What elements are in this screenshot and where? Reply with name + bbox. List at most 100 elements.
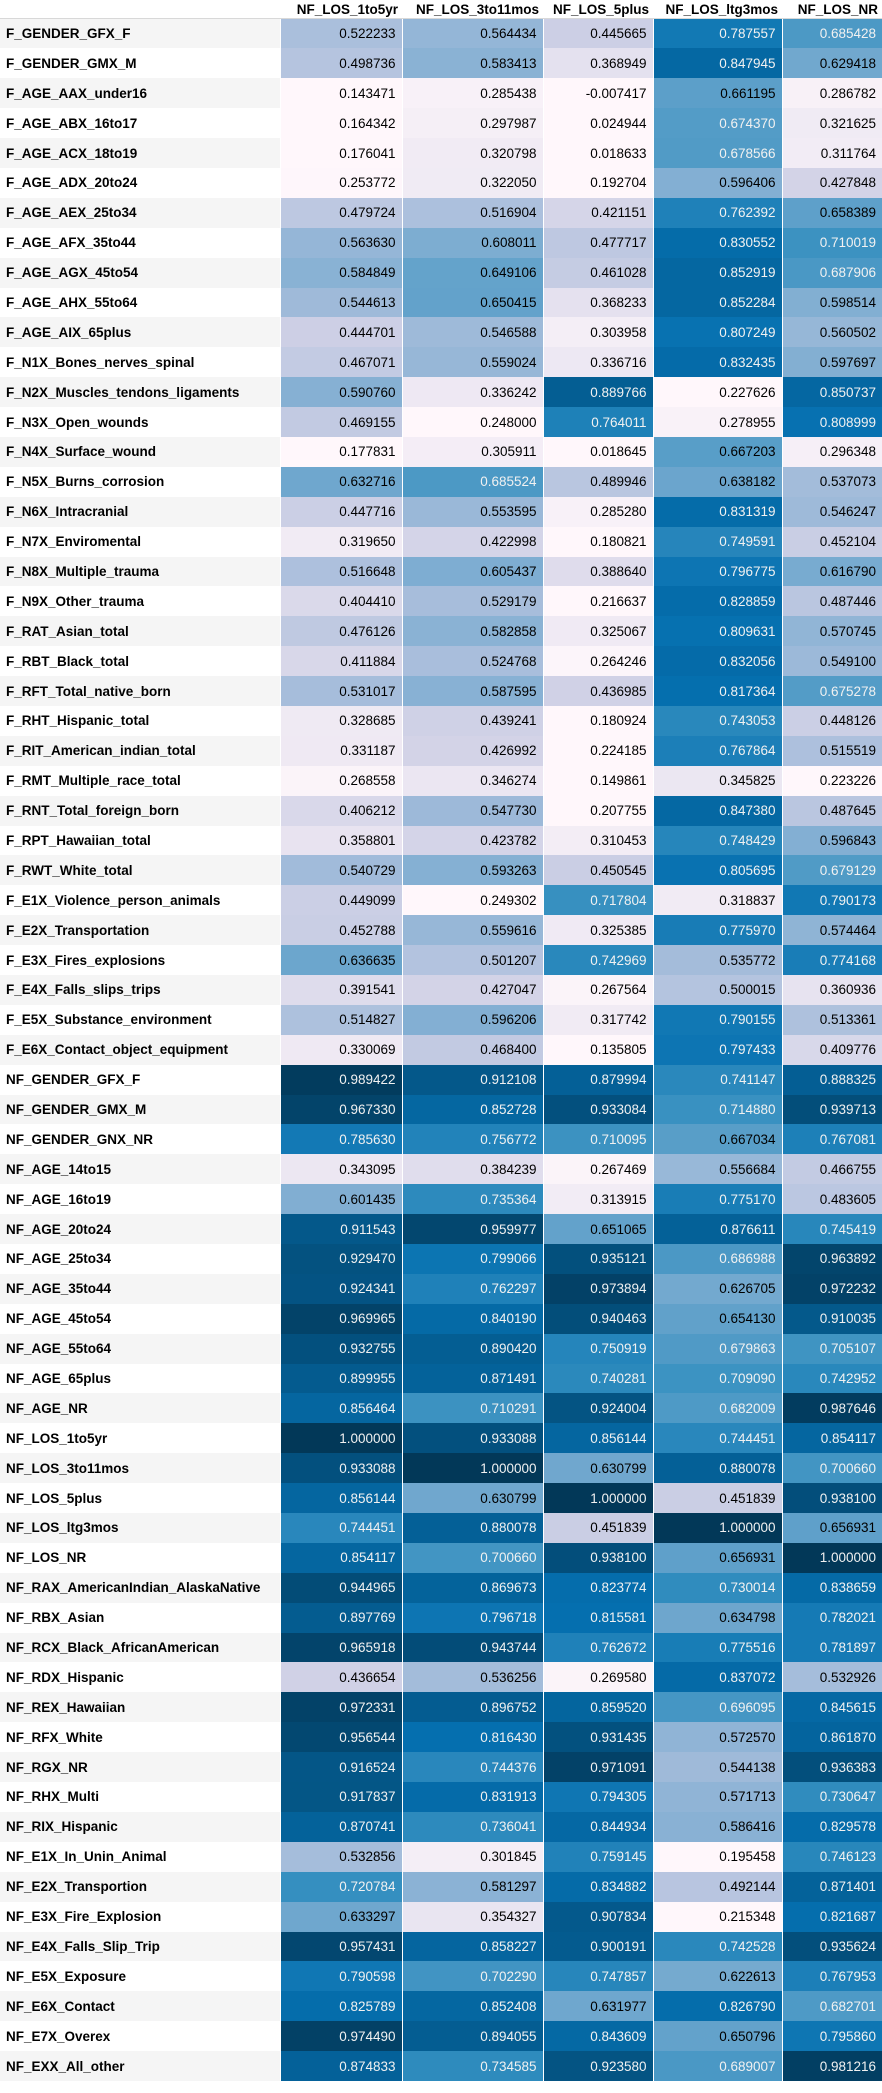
table-cell: 0.852919	[652, 257, 782, 288]
table-cell: 0.544613	[279, 287, 402, 318]
row-label: NF_AGE_16to19	[0, 1184, 280, 1215]
table-cell: 0.686988	[652, 1244, 782, 1274]
table-cell: 0.556684	[652, 1154, 782, 1185]
table-row: F_RHT_Hispanic_total 0.328685 0.439241 0.18…	[0, 705, 882, 736]
table-cell: 0.535772	[652, 945, 782, 975]
table-row: NF_AGE_16to19 0.601435 0.735364 0.313915 0.7…	[0, 1184, 882, 1215]
row-label: NF_AGE_NR	[0, 1393, 280, 1424]
table-cell: 0.439241	[401, 705, 543, 736]
table-cell: 0.583413	[401, 48, 543, 79]
table-cell: 0.421151	[542, 197, 653, 228]
row-label: F_AGE_AGX_45to54	[0, 257, 280, 288]
table-cell: 0.253772	[279, 167, 402, 198]
table-cell: 0.018633	[542, 138, 653, 168]
table-row: NF_AGE_35to44 0.924341 0.762297 0.973894 0.6…	[0, 1273, 882, 1304]
table-cell: 0.685524	[401, 466, 543, 497]
table-cell: 0.476126	[279, 616, 402, 647]
table-cell: 0.830552	[652, 227, 782, 258]
row-label: NF_LOS_3to11mos	[0, 1453, 280, 1484]
table-row: F_AGE_AEX_25to34 0.479724 0.516904 0.421151…	[0, 197, 882, 228]
table-cell: 0.852728	[401, 1094, 543, 1125]
table-cell: 0.933088	[401, 1423, 543, 1454]
table-cell: 0.461028	[542, 257, 653, 288]
table-cell: 0.311764	[781, 138, 882, 168]
table-cell: 0.750919	[542, 1333, 653, 1364]
table-row: NF_LOS_1to5yr 1.000000 0.933088 0.856144 0.7…	[0, 1423, 882, 1454]
table-cell: 0.831913	[401, 1782, 543, 1812]
table-cell: 0.444701	[279, 317, 402, 348]
table-cell: 0.767953	[781, 1961, 882, 1992]
table-cell: 0.795860	[781, 2021, 882, 2052]
table-cell: 0.972232	[781, 1273, 882, 1304]
row-label: F_N6X_Intracranial	[0, 496, 280, 527]
table-row: F_E4X_Falls_slips_trips 0.391541 0.427047 0…	[0, 975, 882, 1005]
table-row: F_RBT_Black_total 0.411884 0.524768 0.26424…	[0, 646, 882, 677]
table-cell: 0.899955	[279, 1363, 402, 1394]
table-cell: 0.710095	[542, 1124, 653, 1155]
table-cell: 0.305911	[401, 436, 543, 467]
table-cell: 0.879994	[542, 1064, 653, 1095]
row-label: F_AGE_AFX_35to44	[0, 227, 280, 258]
table-cell: 0.682009	[652, 1393, 782, 1424]
row-label: NF_EXX_All_other	[0, 2051, 280, 2081]
table-cell: 0.596406	[652, 167, 782, 198]
row-label: NF_RAX_AmericanIndian_AlaskaNative	[0, 1572, 280, 1603]
table-cell: 0.972331	[279, 1692, 402, 1723]
table-cell: 0.797433	[652, 1034, 782, 1065]
table-cell: 0.775970	[652, 915, 782, 946]
table-cell: 0.582858	[401, 616, 543, 647]
table-cell: 0.559616	[401, 915, 543, 946]
table-cell: 0.823774	[542, 1572, 653, 1603]
table-cell: 0.427848	[781, 167, 882, 198]
table-cell: 0.223226	[781, 765, 882, 796]
table-cell: 0.775516	[652, 1632, 782, 1663]
table-cell: 0.880078	[401, 1513, 543, 1543]
table-row: F_E5X_Substance_environment 0.514827 0.596…	[0, 1004, 882, 1035]
table-cell: 0.907834	[542, 1901, 653, 1932]
table-cell: 0.744451	[279, 1513, 402, 1543]
table-cell: 0.933088	[279, 1453, 402, 1484]
table-cell: 0.411884	[279, 646, 402, 677]
table-cell: 0.467071	[279, 347, 402, 378]
table-cell: 0.487446	[781, 586, 882, 617]
table-cell: 0.135805	[542, 1034, 653, 1065]
table-cell: 0.501207	[401, 945, 543, 975]
table-cell: 0.687906	[781, 257, 882, 288]
table-cell: 0.817364	[652, 676, 782, 706]
table-cell: 0.564434	[401, 18, 543, 49]
table-cell: 0.720784	[279, 1871, 402, 1902]
table-cell: 0.717804	[542, 885, 653, 916]
table-cell: 0.269580	[542, 1662, 653, 1693]
table-cell: 0.939713	[781, 1094, 882, 1125]
table-cell: 0.900191	[542, 1931, 653, 1962]
table-cell: 0.816430	[401, 1722, 543, 1753]
table-cell: 0.651065	[542, 1214, 653, 1245]
table-cell: 0.522233	[279, 18, 402, 49]
table-cell: 0.874833	[279, 2051, 402, 2081]
table-cell: 0.656931	[781, 1513, 882, 1543]
row-label: F_GENDER_GMX_M	[0, 48, 280, 79]
table-header: NF_LOS_1to5yr NF_LOS_3to11mos NF_LOS_5pl…	[0, 0, 882, 19]
table-cell: 0.911543	[279, 1214, 402, 1245]
row-label: F_E4X_Falls_slips_trips	[0, 975, 280, 1005]
table-cell: 0.762672	[542, 1632, 653, 1663]
table-row: NF_GENDER_GNX_NR 0.785630 0.756772 0.710095…	[0, 1124, 882, 1155]
table-row: NF_LOS_ltg3mos 0.744451 0.880078 0.451839 1.…	[0, 1513, 882, 1543]
table-cell: 0.944965	[279, 1572, 402, 1603]
row-label: F_AGE_AHX_55to64	[0, 287, 280, 318]
table-row: F_AGE_AIX_65plus 0.444701 0.546588 0.303958…	[0, 317, 882, 348]
table-row: F_RPT_Hawaiian_total 0.358801 0.423782 0.31…	[0, 825, 882, 856]
table-cell: 0.515519	[781, 735, 882, 766]
row-label: F_AGE_AEX_25to34	[0, 197, 280, 228]
table-cell: 1.000000	[542, 1483, 653, 1514]
table-cell: 0.322050	[401, 167, 543, 198]
row-label: NF_REX_Hawaiian	[0, 1692, 280, 1723]
table-cell: 0.436654	[279, 1662, 402, 1693]
table-cell: 0.590760	[279, 377, 402, 408]
table-cell: 0.746123	[781, 1841, 882, 1872]
row-label: NF_AGE_55to64	[0, 1333, 280, 1364]
table-cell: 0.969965	[279, 1303, 402, 1334]
row-label: NF_AGE_14to15	[0, 1154, 280, 1185]
row-label: F_N5X_Burns_corrosion	[0, 466, 280, 497]
table-cell: 0.546588	[401, 317, 543, 348]
